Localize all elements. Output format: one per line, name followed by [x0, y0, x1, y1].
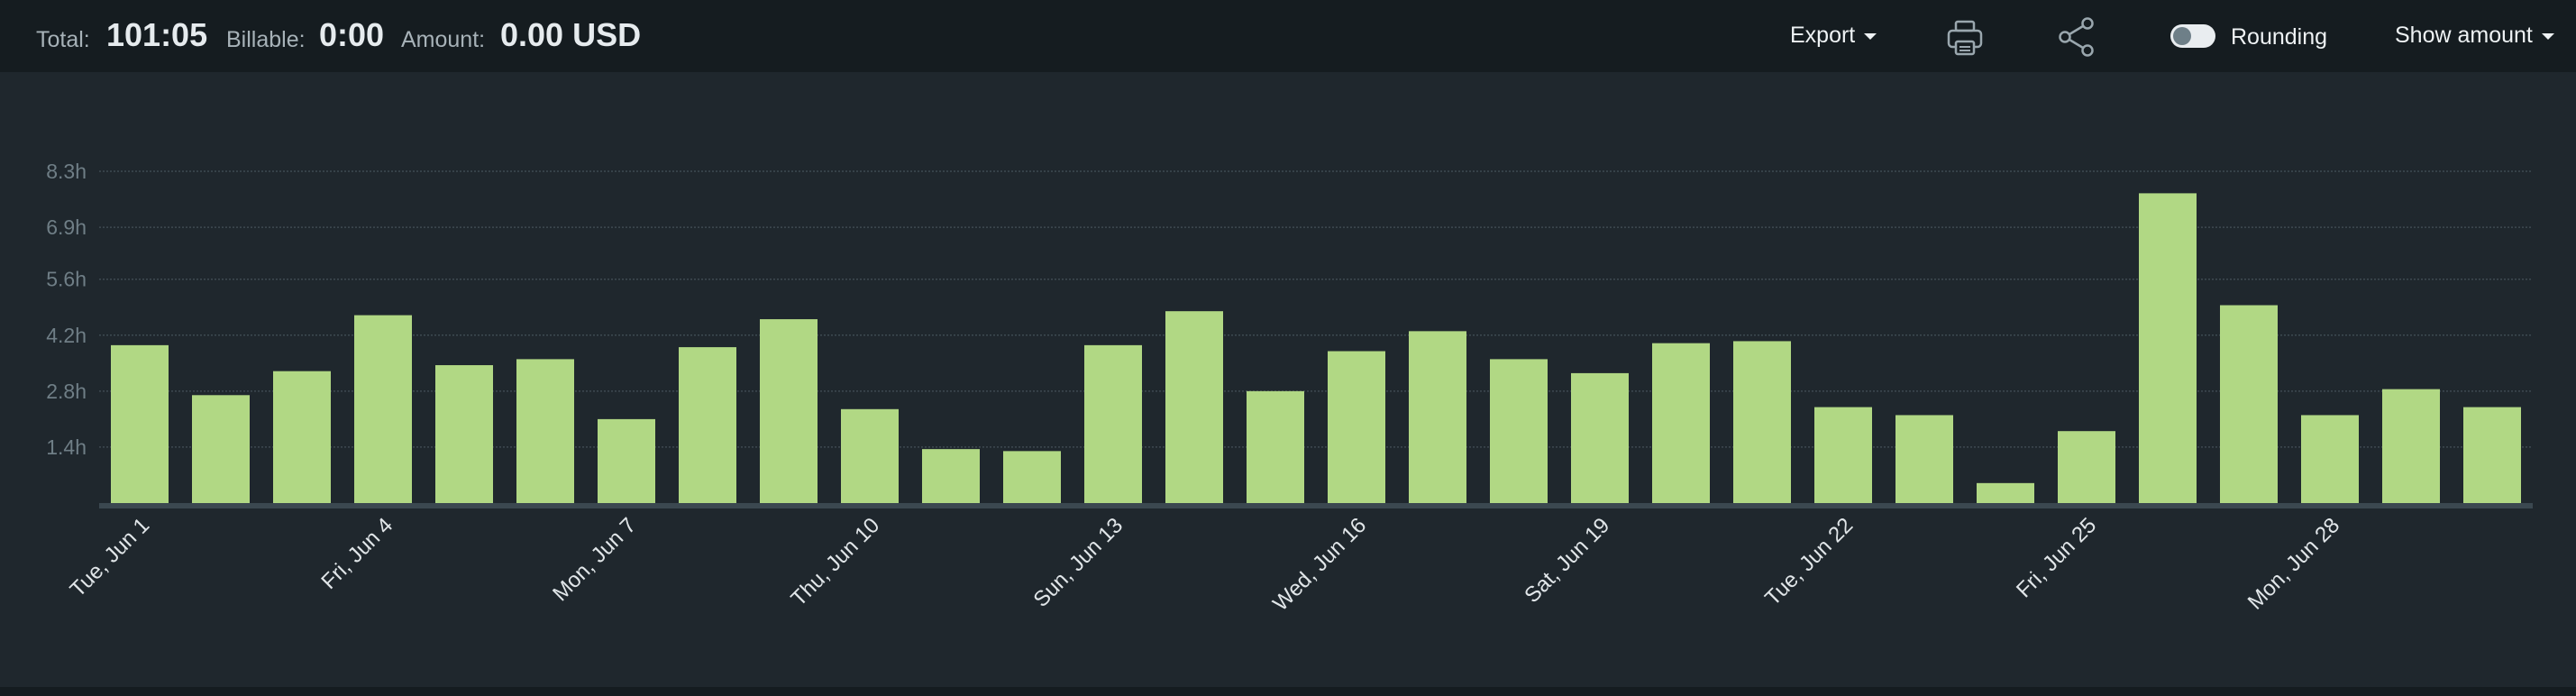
bar	[1084, 344, 1142, 503]
bar	[760, 319, 818, 503]
bar	[192, 395, 250, 503]
bar	[922, 449, 980, 503]
bar	[2301, 415, 2359, 503]
y-tick-label: 8.3h	[46, 160, 87, 183]
print-button[interactable]	[1945, 18, 1985, 62]
summary-bar: Total: 101:05 Billable: 0:00 Amount: 0.0…	[0, 0, 2576, 72]
y-tick-label: 4.2h	[46, 324, 87, 347]
bar	[2058, 431, 2115, 503]
bar	[1490, 359, 1548, 503]
y-tick-label: 6.9h	[46, 215, 87, 239]
bar	[516, 359, 574, 503]
bar	[1977, 482, 2034, 503]
bar	[1652, 343, 1710, 503]
bar	[2139, 193, 2197, 503]
y-tick-label: 1.4h	[46, 435, 87, 459]
show-amount-label: Show amount	[2395, 23, 2533, 48]
bar	[111, 344, 169, 503]
bar	[1165, 311, 1223, 503]
x-tick-label: Fri, Jun 25	[2012, 513, 2101, 602]
share-icon	[2059, 17, 2094, 57]
total-value: 101:05	[106, 16, 208, 53]
bar	[1247, 390, 1304, 503]
x-tick-label: Wed, Jun 16	[1268, 513, 1371, 616]
printer-icon	[1947, 20, 1983, 56]
bar	[1571, 372, 1629, 503]
chevron-down-icon	[2541, 32, 2554, 40]
x-tick-label: Sun, Jun 13	[1029, 513, 1128, 612]
bar	[1003, 451, 1061, 503]
rounding-label[interactable]: Rounding	[2231, 24, 2328, 50]
chevron-down-icon	[1864, 32, 1877, 40]
billable-label: Billable:	[226, 27, 306, 52]
x-tick-label: Mon, Jun 28	[2243, 513, 2344, 614]
share-button[interactable]	[2057, 16, 2096, 62]
x-tick-label: Tue, Jun 1	[66, 513, 155, 602]
billable-value: 0:00	[319, 16, 385, 53]
bar-chart-svg: 1.4h 2.8h 4.2h 5.6h 6.9h 8.3h Tue, Jun 1 Fri, J…	[46, 160, 2533, 616]
bar	[1409, 331, 1466, 503]
export-dropdown[interactable]: Export	[1790, 23, 1877, 49]
bar	[598, 418, 655, 503]
bar	[354, 315, 412, 503]
rounding-toggle[interactable]	[2170, 24, 2215, 48]
bar	[2220, 305, 2278, 503]
x-tick-label: Fri, Jun 4	[316, 513, 397, 594]
toggle-knob	[2173, 27, 2191, 45]
amount-value: 0.00 USD	[500, 16, 642, 53]
bar	[1895, 415, 1953, 503]
y-tick-label: 5.6h	[46, 268, 87, 291]
bar	[435, 365, 493, 503]
amount-label: Amount:	[401, 27, 486, 52]
bar	[273, 371, 331, 503]
y-tick-label: 2.8h	[46, 380, 87, 403]
show-amount-dropdown[interactable]: Show amount	[2395, 23, 2554, 49]
bottom-divider	[0, 687, 2576, 696]
bar	[1814, 407, 1872, 503]
x-tick-label: Tue, Jun 22	[1760, 513, 1858, 610]
bar	[1733, 341, 1791, 503]
x-axis-line	[99, 503, 2533, 508]
x-tick-label: Thu, Jun 10	[787, 513, 885, 611]
bar	[679, 347, 736, 503]
export-label: Export	[1790, 23, 1856, 48]
bar-chart: 1.4h 2.8h 4.2h 5.6h 6.9h 8.3h Tue, Jun 1 Fri, J…	[0, 72, 2576, 687]
bar	[2463, 407, 2521, 503]
bar	[2382, 389, 2440, 503]
bar	[841, 408, 899, 503]
total-label: Total:	[36, 27, 90, 52]
x-tick-label: Sat, Jun 19	[1520, 513, 1614, 608]
bar	[1328, 351, 1385, 503]
x-tick-label: Mon, Jun 7	[548, 513, 641, 606]
